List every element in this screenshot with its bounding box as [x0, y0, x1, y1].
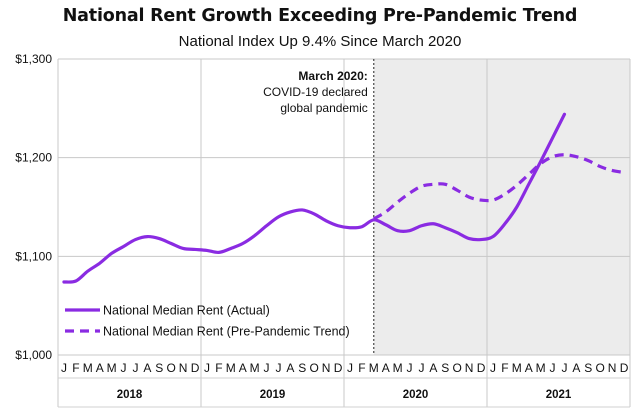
annotation-text: global pandemic — [280, 101, 367, 115]
x-tick-label: M — [107, 361, 117, 375]
y-tick-label: $1,300 — [15, 52, 52, 66]
x-tick-label: N — [465, 361, 474, 375]
x-tick-label: M — [369, 361, 379, 375]
x-tick-label: A — [143, 361, 151, 375]
x-tick-label: O — [310, 361, 319, 375]
series-line-actual — [62, 112, 567, 284]
legend-label: National Median Rent (Actual) — [103, 304, 270, 318]
x-tick-label: A — [239, 361, 247, 375]
x-tick-label: N — [179, 361, 188, 375]
x-tick-label: M — [512, 361, 522, 375]
x-tick-label: S — [584, 361, 592, 375]
y-tick-label: $1,200 — [15, 151, 52, 165]
x-tick-label: J — [550, 361, 556, 375]
x-tick-label: F — [358, 361, 365, 375]
annotation-text: COVID-19 declared — [263, 85, 368, 99]
annotation-text: March 2020: — [298, 69, 367, 83]
x-tick-label: M — [83, 361, 93, 375]
x-tick-label: N — [608, 361, 617, 375]
x-tick-label: J — [561, 361, 567, 375]
x-tick-label: S — [298, 361, 306, 375]
x-tick-label: O — [167, 361, 176, 375]
series-line-trend — [372, 153, 625, 221]
x-tick-label: S — [155, 361, 163, 375]
chart-title: National Rent Growth Exceeding Pre-Pande… — [62, 6, 578, 26]
x-tick-label: D — [620, 361, 629, 375]
y-tick-label: $1,000 — [15, 348, 52, 362]
x-tick-label: O — [453, 361, 462, 375]
x-tick-label: F — [501, 361, 508, 375]
y-tick-label: $1,100 — [15, 249, 52, 263]
x-tick-label: A — [96, 361, 104, 375]
x-tick-label: F — [215, 361, 222, 375]
x-tick-label: N — [322, 361, 331, 375]
x-tick-label: A — [429, 361, 437, 375]
x-tick-label: A — [572, 361, 580, 375]
pandemic-shaded-region — [373, 59, 630, 355]
year-label: 2020 — [403, 389, 429, 401]
x-tick-label: M — [226, 361, 236, 375]
x-tick-label: O — [596, 361, 605, 375]
x-tick-label: J — [407, 361, 413, 375]
x-tick-label: J — [121, 361, 127, 375]
x-tick-label: J — [275, 361, 281, 375]
year-label: 2018 — [117, 389, 143, 401]
year-label: 2019 — [260, 389, 286, 401]
x-tick-label: M — [536, 361, 546, 375]
x-tick-label: J — [418, 361, 424, 375]
x-tick-label: D — [477, 361, 486, 375]
x-tick-label: J — [347, 361, 353, 375]
x-tick-label: M — [250, 361, 260, 375]
x-tick-label: M — [393, 361, 403, 375]
x-tick-label: D — [334, 361, 343, 375]
x-tick-label: J — [132, 361, 138, 375]
x-tick-label: F — [72, 361, 79, 375]
x-tick-label: J — [204, 361, 210, 375]
x-tick-label: D — [191, 361, 200, 375]
x-tick-label: A — [525, 361, 533, 375]
x-tick-label: J — [264, 361, 270, 375]
chart-subtitle: National Index Up 9.4% Since March 2020 — [178, 33, 462, 50]
year-label: 2021 — [546, 389, 572, 401]
legend-label: National Median Rent (Pre-Pandemic Trend… — [103, 325, 350, 339]
x-tick-label: J — [490, 361, 496, 375]
x-tick-label: S — [441, 361, 449, 375]
x-tick-label: A — [286, 361, 294, 375]
x-tick-label: A — [382, 361, 390, 375]
x-tick-label: J — [61, 361, 67, 375]
